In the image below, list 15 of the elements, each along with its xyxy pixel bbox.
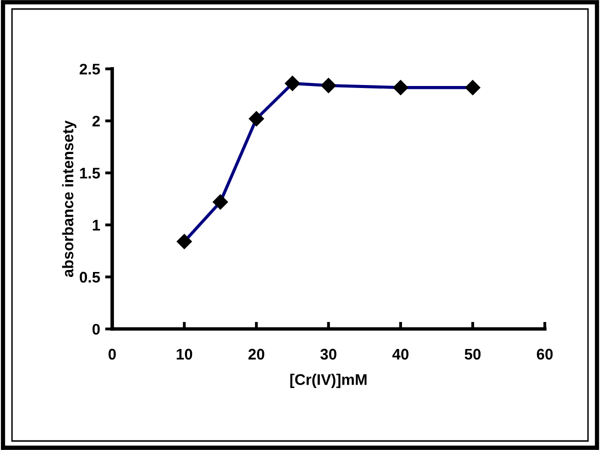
y-tick-label: 1: [92, 220, 100, 230]
x-tick-label: 10: [176, 348, 192, 360]
y-tick-label: 2.5: [80, 64, 100, 75]
y-axis-title: absorbance intensety: [62, 120, 76, 277]
x-tick-label: 30: [320, 348, 336, 360]
x-tick-label: 40: [392, 348, 408, 360]
x-tick-label: 60: [536, 348, 553, 360]
y-tick-label: 1.5: [80, 168, 100, 179]
y-tick-label: 0.5: [80, 272, 100, 283]
x-tick-label: 50: [464, 348, 481, 360]
x-tick-label: 0: [108, 348, 116, 360]
y-tick-label: 2: [92, 116, 100, 126]
x-tick-label: 20: [248, 348, 264, 360]
x-axis-title: [Cr(IV)]mM: [290, 374, 367, 388]
y-tick-label: 0: [92, 324, 100, 335]
